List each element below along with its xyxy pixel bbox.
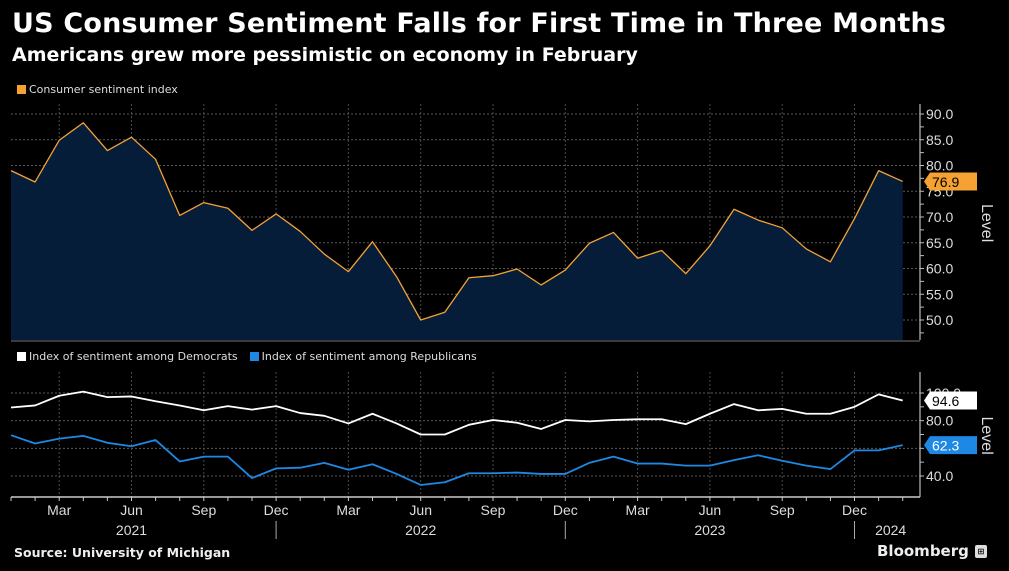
top-legend: Consumer sentiment index: [17, 83, 190, 96]
x-year-label: 2021: [116, 522, 147, 538]
legend-item-republicans: Index of sentiment among Republicans: [249, 350, 477, 363]
legend-item-consumer-sentiment: Consumer sentiment index: [17, 83, 178, 96]
consumer-sentiment-panel: 50.055.060.065.070.075.080.085.090.076.9…: [10, 104, 995, 340]
legend-label: Index of sentiment among Democrats: [29, 350, 238, 363]
last-value-label: 62.3: [932, 438, 959, 454]
y-axis-label: Level: [978, 417, 995, 455]
legend-item-democrats: Index of sentiment among Democrats: [17, 350, 238, 363]
x-tick-label: Jun: [409, 502, 432, 518]
last-value-label: 94.6: [932, 393, 959, 409]
area-fill: [11, 122, 903, 340]
x-tick-label: Sep: [770, 502, 795, 518]
y-tick-label: 80.0: [926, 158, 953, 174]
bloomberg-brand: Bloomberg ⊞: [877, 542, 987, 560]
x-tick-label: Dec: [553, 502, 578, 518]
source-note: Source: University of Michigan: [14, 545, 231, 560]
legend-label: Index of sentiment among Republicans: [261, 350, 477, 363]
x-tick-label: Sep: [191, 502, 216, 518]
brand-name: Bloomberg: [877, 542, 969, 560]
legend-swatch-orange: [17, 85, 26, 94]
legend-label: Consumer sentiment index: [29, 83, 178, 96]
x-year-label: 2024: [875, 522, 906, 538]
x-tick-label: Dec: [842, 502, 867, 518]
series-line-1: [10, 434, 903, 486]
legend-swatch-white: [17, 352, 26, 361]
x-tick-label: Sep: [481, 502, 506, 518]
y-tick-label: 85.0: [926, 132, 953, 148]
y-tick-label: 60.0: [926, 261, 953, 277]
y-tick-label: 80.0: [926, 413, 953, 429]
x-tick-label: Jun: [699, 502, 722, 518]
y-tick-label: 55.0: [926, 286, 953, 302]
x-tick-label: Jun: [120, 502, 143, 518]
legend-swatch-blue: [249, 352, 259, 361]
x-tick-label: Mar: [47, 502, 71, 518]
x-year-label: 2022: [405, 522, 436, 538]
y-tick-label: 70.0: [926, 209, 953, 225]
y-axis-label: Level: [978, 204, 995, 242]
last-value-callout: [924, 436, 977, 455]
x-year-label: 2023: [694, 522, 725, 538]
y-tick-label: 50.0: [926, 312, 953, 328]
last-value-label: 76.9: [932, 174, 959, 190]
y-tick-label: 90.0: [926, 106, 953, 122]
chart-subtitle: Americans grew more pessimistic on econo…: [12, 44, 638, 66]
x-tick-label: Mar: [626, 502, 650, 518]
last-value-callout: [924, 172, 977, 191]
series-line-0: [10, 122, 903, 321]
chart-title: US Consumer Sentiment Falls for First Ti…: [12, 8, 947, 39]
y-tick-label: 40.0: [926, 468, 953, 484]
y-tick-label: 65.0: [926, 235, 953, 251]
bloomberg-logo-icon: ⊞: [974, 544, 987, 558]
bottom-legend: Index of sentiment among Democrats Index…: [17, 350, 489, 363]
x-tick-label: Mar: [336, 502, 360, 518]
last-value-callout: [924, 391, 977, 410]
series-line-0: [10, 390, 903, 436]
x-tick-label: Dec: [264, 502, 289, 518]
